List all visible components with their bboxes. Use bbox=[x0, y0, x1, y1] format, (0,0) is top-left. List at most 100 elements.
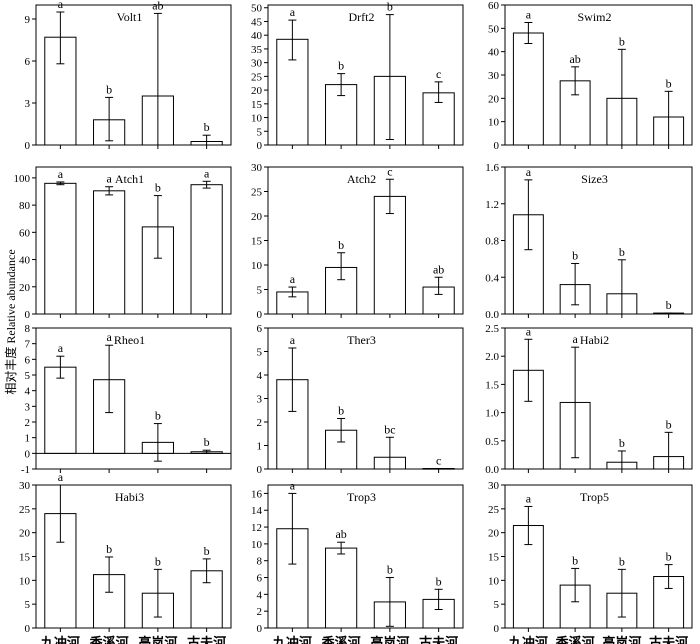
y-tick-label: 5 bbox=[25, 370, 31, 382]
panel-ther3: 0 1 2 3 4 5 6 a b bc c Ther3 bbox=[257, 323, 464, 476]
y-tick-label: 7 bbox=[25, 339, 31, 351]
y-tick-label: 0 bbox=[25, 140, 31, 152]
y-tick-label: 60 bbox=[19, 227, 31, 239]
panel-title: Ther3 bbox=[347, 333, 376, 347]
panel-rheo1: -1 0 1 2 3 4 5 6 7 8 a a b b Rheo1 bbox=[21, 323, 232, 476]
y-tick-label: 2 bbox=[25, 417, 31, 429]
panel-frame bbox=[35, 4, 232, 146]
y-tick-label: 6 bbox=[25, 56, 31, 68]
significance-label: bc bbox=[384, 422, 395, 436]
y-tick-label: 30 bbox=[19, 480, 31, 492]
significance-label: b bbox=[572, 248, 578, 262]
significance-label: b bbox=[155, 554, 161, 568]
panel-title: Habi2 bbox=[580, 333, 609, 347]
significance-label: b bbox=[338, 403, 344, 417]
significance-label: a bbox=[526, 165, 532, 179]
y-tick-label: 50 bbox=[488, 23, 500, 35]
panel-frame bbox=[267, 484, 464, 629]
panel-swim2: 0 10 20 30 40 50 60 a ab b b Swim2 bbox=[488, 0, 693, 152]
y-tick-label: 10 bbox=[251, 113, 263, 125]
y-tick-label: 40 bbox=[19, 255, 31, 267]
significance-label: b bbox=[204, 435, 210, 449]
category-label: 古夫河 bbox=[649, 635, 688, 644]
y-tick-label: 5 bbox=[25, 599, 31, 611]
y-tick-label: 1.6 bbox=[485, 162, 499, 174]
category-label: 九冲河 bbox=[508, 635, 548, 644]
y-tick-label: 8 bbox=[25, 323, 31, 335]
category-label: 古夫河 bbox=[419, 635, 458, 644]
panel-frame bbox=[504, 327, 693, 470]
significance-label: a bbox=[106, 172, 112, 186]
significance-label: b bbox=[106, 82, 112, 96]
category-label: 九冲河 bbox=[40, 635, 80, 644]
significance-label: b bbox=[338, 238, 344, 252]
panel-size3: 0.0 0.4 0.8 1.2 1.6 a b b b Size3 bbox=[485, 162, 693, 321]
significance-label: ab bbox=[433, 262, 444, 276]
y-tick-label: 3 bbox=[25, 98, 31, 110]
y-tick-label: 1.0 bbox=[485, 408, 499, 420]
bar bbox=[44, 366, 77, 454]
y-tick-label: 20 bbox=[19, 528, 31, 540]
panel-title: Atch2 bbox=[347, 172, 376, 186]
significance-label: c bbox=[387, 164, 392, 178]
y-tick-label: 1.2 bbox=[485, 199, 499, 211]
panel-title: Swim2 bbox=[577, 10, 611, 24]
y-tick-label: 4 bbox=[257, 589, 263, 601]
y-tick-label: 6 bbox=[257, 323, 263, 335]
significance-label: a bbox=[572, 332, 578, 346]
y-tick-label: 40 bbox=[488, 47, 500, 59]
y-tick-label: 0 bbox=[257, 464, 263, 476]
y-tick-label: 15 bbox=[251, 236, 263, 248]
significance-label: b bbox=[572, 553, 578, 567]
significance-label: b bbox=[387, 0, 393, 14]
significance-label: ab bbox=[569, 52, 580, 66]
y-tick-label: 14 bbox=[251, 505, 263, 517]
category-label: 高岚河 bbox=[370, 635, 409, 644]
panel-title: Trop3 bbox=[347, 490, 376, 504]
y-tick-label: 60 bbox=[488, 0, 500, 12]
y-tick-label: 10 bbox=[488, 575, 500, 587]
significance-label: b bbox=[338, 59, 344, 73]
y-tick-label: 20 bbox=[251, 211, 263, 223]
y-tick-label: 100 bbox=[14, 173, 31, 185]
bar bbox=[190, 184, 223, 315]
y-tick-label: 25 bbox=[251, 71, 263, 83]
y-tick-label: 0 bbox=[25, 623, 31, 635]
y-tick-label: 6 bbox=[257, 573, 263, 585]
significance-label: ab bbox=[152, 0, 163, 12]
y-tick-label: 9 bbox=[25, 14, 31, 26]
bar bbox=[373, 195, 406, 315]
panel-trop5: 0 5 10 15 20 25 30 a 九冲河 b 香溪河 b 高岚河 b 古夫河 Trop5 bbox=[488, 480, 693, 644]
significance-label: b bbox=[106, 542, 112, 556]
significance-label: a bbox=[526, 324, 532, 338]
y-tick-label: 2 bbox=[257, 606, 263, 618]
significance-label: c bbox=[436, 454, 441, 468]
significance-label: b bbox=[204, 120, 210, 134]
y-tick-label: 2.0 bbox=[485, 351, 499, 363]
panel-title: Rheo1 bbox=[114, 333, 145, 347]
significance-label: a bbox=[526, 8, 532, 22]
y-tick-label: 0 bbox=[257, 623, 263, 635]
significance-label: b bbox=[619, 245, 625, 259]
y-tick-label: 1.5 bbox=[485, 379, 499, 391]
y-tick-label: 16 bbox=[251, 488, 263, 500]
category-label: 香溪河 bbox=[89, 635, 129, 644]
panel-habi2: 0.0 0.5 1.0 1.5 2.0 2.5 a a b b Habi2 bbox=[485, 323, 693, 476]
y-tick-label: -1 bbox=[21, 464, 30, 476]
y-tick-label: 6 bbox=[25, 354, 31, 366]
y-tick-label: 12 bbox=[251, 522, 262, 534]
significance-label: b bbox=[155, 409, 161, 423]
y-tick-label: 0 bbox=[494, 623, 500, 635]
category-label: 香溪河 bbox=[321, 635, 361, 644]
y-tick-label: 10 bbox=[19, 575, 31, 587]
y-tick-label: 1 bbox=[257, 441, 263, 453]
y-tick-label: 80 bbox=[19, 200, 31, 212]
y-tick-label: 0 bbox=[257, 309, 263, 321]
bar bbox=[325, 84, 358, 146]
significance-label: b bbox=[666, 417, 672, 431]
significance-label: a bbox=[290, 272, 296, 286]
y-tick-label: 8 bbox=[257, 556, 263, 568]
y-axis-label-container: 相对丰度 Relative abundance bbox=[3, 249, 18, 394]
